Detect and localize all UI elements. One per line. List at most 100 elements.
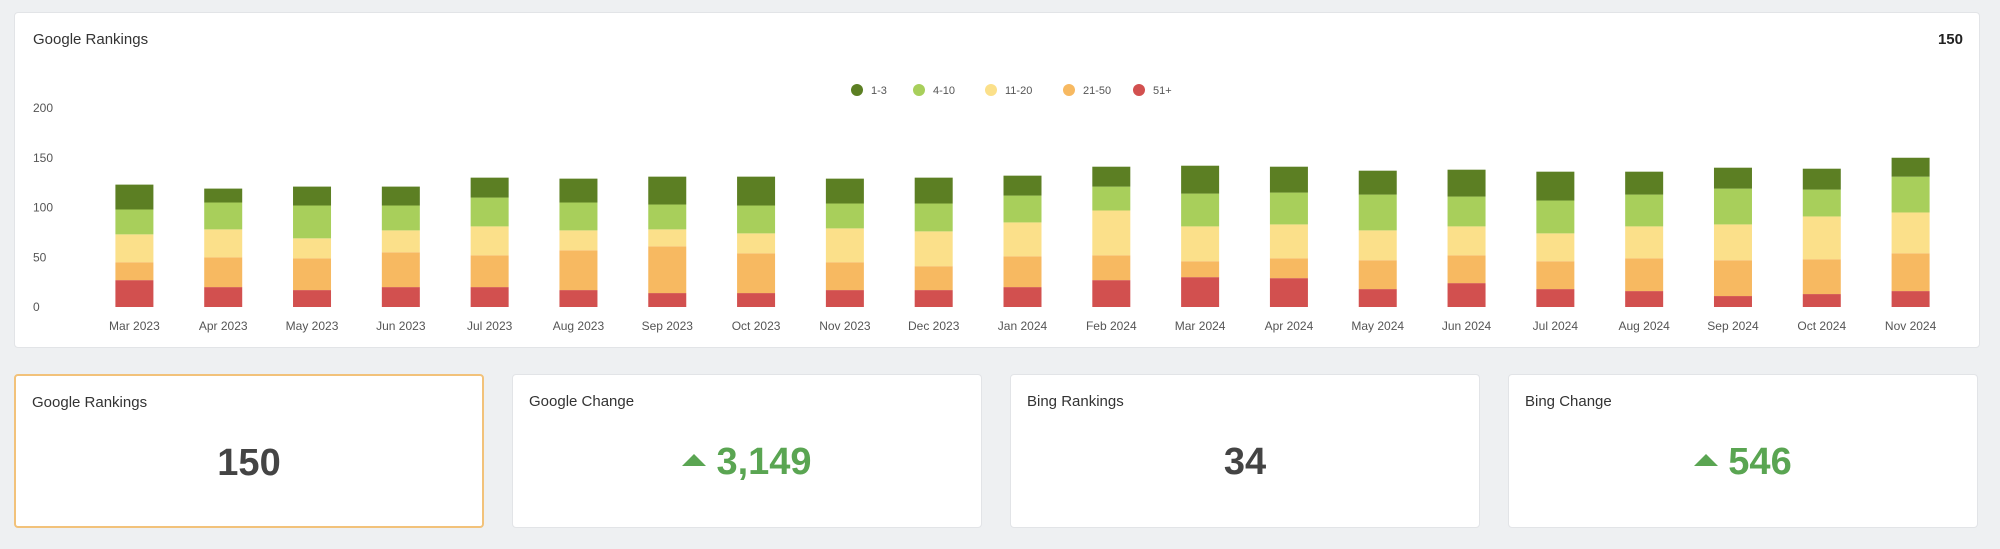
- bar-segment: [1092, 255, 1131, 281]
- stat-number: 150: [217, 442, 281, 484]
- bar-segment: [1536, 233, 1575, 262]
- bar-segment: [1447, 283, 1486, 307]
- bar-segment: [470, 287, 509, 307]
- x-tick-label: Dec 2023: [908, 319, 960, 333]
- bar-segment: [914, 177, 953, 204]
- chart-total: 150: [1937, 31, 1963, 48]
- x-tick-label: Jul 2024: [1533, 319, 1579, 333]
- bar-segment: [1713, 296, 1752, 307]
- bar-segment: [381, 186, 420, 206]
- legend-label: 11-20: [1005, 85, 1032, 97]
- arrow-up-icon: [682, 453, 707, 466]
- stat-card-bing-change[interactable]: Bing Change 546: [1508, 374, 1978, 528]
- stat-card-google-change[interactable]: Google Change 3,149: [512, 374, 982, 528]
- bar-segment: [1003, 175, 1042, 196]
- y-tick-label: 200: [33, 101, 53, 115]
- y-tick-label: 0: [33, 300, 40, 314]
- legend-label: 4-10: [933, 85, 955, 97]
- stat-label: Bing Rankings: [1027, 393, 1124, 410]
- x-tick-label: Jun 2024: [1442, 319, 1492, 333]
- bar-segment: [1625, 291, 1664, 307]
- bar-segment: [737, 253, 776, 294]
- legend-marker: [985, 84, 997, 96]
- bar-segment: [204, 287, 243, 307]
- bar-segment: [1447, 196, 1486, 227]
- bar-segment: [1536, 171, 1575, 201]
- bar-segment: [293, 205, 332, 239]
- y-tick-label: 100: [33, 201, 53, 215]
- y-tick-label: 50: [33, 250, 47, 264]
- bar-segment: [115, 280, 154, 307]
- bar-segment: [914, 231, 953, 267]
- stat-value: 150: [16, 442, 482, 485]
- stat-value: 34: [1011, 441, 1479, 484]
- bar-segment: [1891, 157, 1930, 177]
- bar-segment: [825, 203, 864, 229]
- bar-segment: [204, 202, 243, 230]
- bar-segment: [1358, 230, 1397, 261]
- x-tick-label: Feb 2024: [1086, 319, 1137, 333]
- bar-segment: [293, 186, 332, 206]
- stacked-bar-chart: 0 50 100 150 200 Mar 2023 Apr 2023 May 2023 Jun …: [33, 84, 1937, 333]
- legend-label: 21-50: [1083, 85, 1111, 97]
- bar-segment: [559, 250, 598, 291]
- bar-segment: [648, 246, 687, 294]
- bar-segment: [1802, 168, 1841, 190]
- bar-segment: [1358, 260, 1397, 290]
- bar-segment: [381, 287, 420, 307]
- legend-marker: [1063, 84, 1075, 96]
- legend-marker: [913, 84, 925, 96]
- bar-segment: [1269, 258, 1308, 279]
- legend-marker: [1133, 84, 1145, 96]
- bar-segment: [1713, 224, 1752, 261]
- bar-segment: [115, 209, 154, 235]
- bar-segment: [1447, 255, 1486, 284]
- x-tick-label: Jul 2023: [467, 319, 513, 333]
- bar-segment: [1891, 176, 1930, 213]
- x-tick-label: Jun 2023: [376, 319, 426, 333]
- bar-segment: [648, 204, 687, 230]
- bar-segment: [1003, 195, 1042, 223]
- stat-label: Bing Change: [1525, 393, 1612, 410]
- bar-segment: [1802, 216, 1841, 260]
- bar-segment: [293, 290, 332, 307]
- bar-segment: [1802, 259, 1841, 295]
- bar-segment: [914, 266, 953, 291]
- bar-segment: [293, 238, 332, 259]
- x-tick-label: Sep 2023: [642, 319, 694, 333]
- bar-segment: [1536, 261, 1575, 290]
- x-tick-label: Nov 2023: [819, 319, 871, 333]
- stat-label: Google Rankings: [32, 394, 148, 411]
- bar-segment: [115, 234, 154, 263]
- stat-number: 34: [1223, 441, 1267, 483]
- x-tick-label: Apr 2024: [1265, 319, 1314, 333]
- bar-segment: [1536, 200, 1575, 234]
- bar-segment: [470, 177, 509, 198]
- bar-segment: [470, 197, 509, 227]
- stat-card-bing-rankings[interactable]: Bing Rankings 34: [1010, 374, 1480, 528]
- arrow-up-icon: [1694, 453, 1719, 466]
- x-tick-label: Sep 2024: [1707, 319, 1759, 333]
- bar-segment: [648, 176, 687, 205]
- bar-segment: [1181, 261, 1220, 278]
- bar-segment: [1092, 210, 1131, 256]
- bar-segment: [737, 293, 776, 307]
- bar-segment: [1269, 278, 1308, 307]
- bar-segment: [115, 184, 154, 210]
- bar-segment: [1003, 256, 1042, 288]
- bar-segment: [381, 252, 420, 288]
- stat-card-google-rankings[interactable]: Google Rankings 150: [14, 374, 484, 528]
- chart-title: Google Rankings: [33, 31, 149, 48]
- bar-segment: [381, 230, 420, 253]
- bar-segment: [1181, 277, 1220, 307]
- bar-segment: [1181, 193, 1220, 227]
- x-tick-label: May 2023: [286, 319, 339, 333]
- bar-segment: [1358, 170, 1397, 195]
- bar-segment: [1802, 189, 1841, 217]
- bar-segment: [1092, 186, 1131, 211]
- bar-segment: [1003, 222, 1042, 257]
- x-tick-label: Mar 2024: [1175, 319, 1226, 333]
- legend-marker: [851, 84, 863, 96]
- bar-segment: [559, 290, 598, 307]
- x-tick-label: Aug 2024: [1618, 319, 1670, 333]
